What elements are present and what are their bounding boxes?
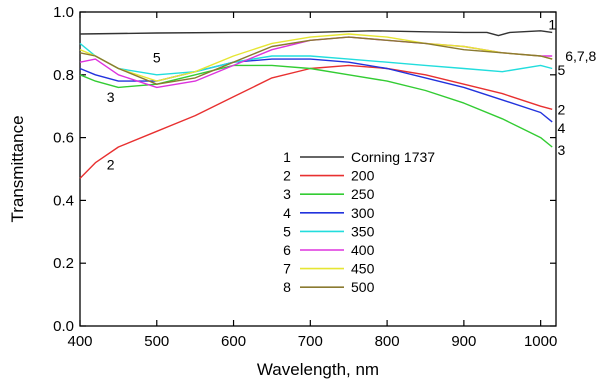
legend-name: 250 (351, 186, 375, 202)
legend-id: 7 (283, 261, 291, 277)
y-tick-label: 0.4 (53, 192, 74, 209)
legend-id: 5 (283, 223, 291, 239)
x-tick-label: 900 (451, 333, 476, 350)
series-line-4 (79, 58, 553, 123)
legend-id: 4 (283, 205, 291, 221)
series-line-1 (79, 30, 553, 37)
legend-id: 3 (283, 186, 291, 202)
y-axis-title: Transmittance (8, 115, 27, 222)
series-line-7 (79, 33, 553, 82)
curve-label: 3 (107, 89, 115, 105)
x-tick-label: 700 (298, 333, 323, 350)
series-line-5 (79, 42, 553, 76)
curve-label: 6,7,8 (565, 48, 596, 64)
legend-name: 500 (351, 279, 375, 295)
y-tick-label: 0.2 (53, 255, 74, 272)
legend-id: 1 (283, 149, 291, 165)
curve-label: 2 (558, 101, 566, 117)
series-layer (79, 30, 553, 179)
legend-name: 200 (351, 168, 375, 184)
series-line-8 (79, 36, 553, 85)
legend: 1 Corning 1737 2 200 3 250 4 300 5 350 6 400 7 450 8 50… (283, 149, 435, 295)
y-tick-label: 0.6 (53, 130, 74, 147)
legend-id: 6 (283, 242, 291, 258)
y-tick-label: 1.0 (53, 4, 74, 21)
legend-name: 400 (351, 242, 375, 258)
y-tick-label: 0.0 (53, 318, 74, 335)
curve-label: 5 (153, 50, 161, 66)
x-tick-label: 1000 (524, 333, 557, 350)
x-tick-label: 400 (67, 333, 92, 350)
legend-name: 450 (351, 261, 375, 277)
legend-id: 8 (283, 279, 291, 295)
plot-frame (79, 11, 557, 327)
legend-name: 300 (351, 205, 375, 221)
curve-label: 5 (558, 62, 566, 78)
x-axis-title: Wavelength, nm (257, 360, 379, 379)
legend-id: 2 (283, 168, 291, 184)
curve-label: 3 (558, 142, 566, 158)
curve-label: 4 (558, 120, 566, 136)
curve-label: 2 (107, 156, 115, 172)
curve-label: 1 (548, 17, 556, 33)
x-tick-label: 800 (375, 333, 400, 350)
legend-name: 350 (351, 223, 375, 239)
y-axis-ticks: 0.0 0.2 0.4 0.6 0.8 1.0 (53, 4, 556, 335)
series-line-3 (79, 64, 553, 148)
x-tick-label: 500 (144, 333, 169, 350)
legend-name: Corning 1737 (351, 149, 435, 165)
x-axis-ticks: 400 500 600 700 800 900 1000 (67, 12, 557, 350)
x-tick-label: 600 (221, 333, 246, 350)
y-tick-label: 0.8 (53, 67, 74, 84)
